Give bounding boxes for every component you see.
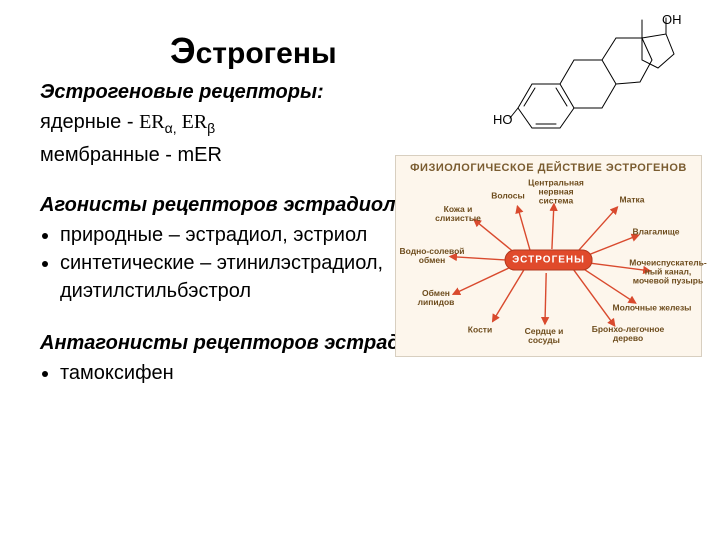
estradiol-structure: OH HO	[490, 12, 690, 132]
diagram-leaf: Мочеиспускатель- ный канал, мочевой пузы…	[629, 259, 706, 286]
diagram-leaf: Сердце и сосуды	[525, 327, 564, 345]
svg-text:HO: HO	[493, 112, 513, 127]
antagonists-list: тамоксифен	[40, 359, 480, 387]
receptors-nuclear: ядерные - ERα, ERβ	[40, 108, 480, 139]
svg-text:OH: OH	[662, 12, 682, 27]
diagram-hub: ЭСТРОГЕНЫ	[504, 250, 593, 271]
diagram-leaf: Обмен липидов	[418, 289, 455, 307]
diagram-leaf: Волосы	[491, 192, 524, 201]
diagram-leaf: Матка	[619, 196, 644, 205]
list-item: тамоксифен	[60, 359, 480, 387]
receptors-heading: Эстрогеновые рецепторы:	[40, 78, 480, 106]
diagram-leaf: Бронхо-легочное дерево	[592, 325, 665, 343]
physiology-diagram: ФИЗИОЛОГИЧЕСКОЕ ДЕЙСТВИЕ ЭСТРОГЕНОВ ЭСТР…	[395, 155, 702, 357]
diagram-leaf: Кожа и слизистые	[435, 205, 481, 223]
diagram-leaf: Водно-солевой обмен	[399, 247, 464, 265]
slide: Эстрогены Эстрогеновые рецепторы: ядерны…	[0, 0, 720, 540]
diagram-leaf: Молочные железы	[613, 304, 692, 313]
diagram-leaf: Центральная нервная система	[528, 179, 584, 206]
diagram-leaf: Влагалище	[632, 228, 679, 237]
diagram-leaf: Кости	[468, 326, 492, 335]
